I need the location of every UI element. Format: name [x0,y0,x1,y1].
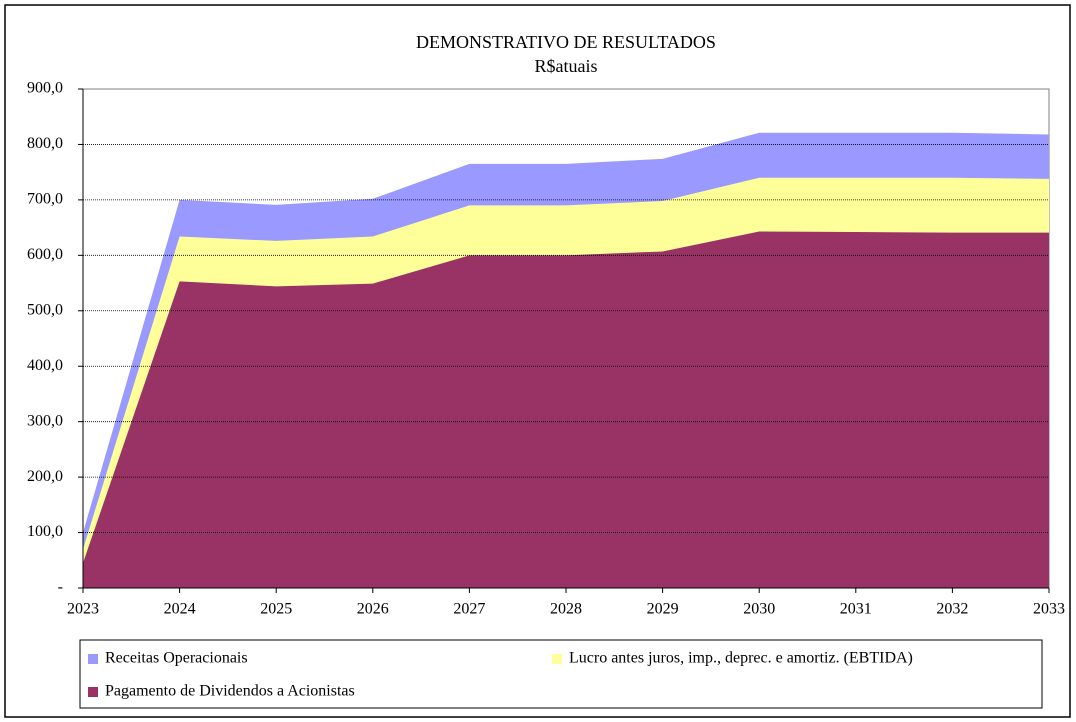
chart-title: DEMONSTRATIVO DE RESULTADOS [416,32,716,52]
x-tick-label: 2025 [260,601,292,618]
area [83,231,1049,588]
y-tick-label: 200,0 [27,468,63,485]
x-tick-label: 2030 [743,601,775,618]
x-tick-label: 2033 [1033,601,1065,618]
y-tick-label: 400,0 [27,357,63,374]
x-tick-label: 2024 [164,601,196,618]
y-tick-label: 700,0 [27,191,63,208]
y-tick-label: 600,0 [27,246,63,263]
legend-label: Lucro antes juros, imp., deprec. e amort… [569,650,913,667]
x-tick-label: 2028 [550,601,582,618]
legend-swatch [88,687,98,697]
y-tick-label: 800,0 [27,135,63,152]
y-tick-label: - [58,579,63,596]
x-tick-label: 2029 [647,601,679,618]
y-tick-label: 900,0 [27,80,63,97]
y-tick-label: 100,0 [27,523,63,540]
x-tick-label: 2031 [840,601,872,618]
legend-swatch [552,654,562,664]
legend-label: Receitas Operacionais [105,650,248,667]
y-tick-label: 300,0 [27,412,63,429]
chart-subtitle: R$atuais [535,56,598,76]
y-tick-label: 500,0 [27,301,63,318]
legend-label: Pagamento de Dividendos a Acionistas [105,683,355,700]
legend-swatch [88,654,98,664]
x-tick-label: 2023 [67,601,99,618]
x-tick-label: 2027 [453,601,485,618]
legend-box [79,639,1043,709]
x-tick-label: 2026 [357,601,389,618]
x-tick-label: 2032 [936,601,968,618]
